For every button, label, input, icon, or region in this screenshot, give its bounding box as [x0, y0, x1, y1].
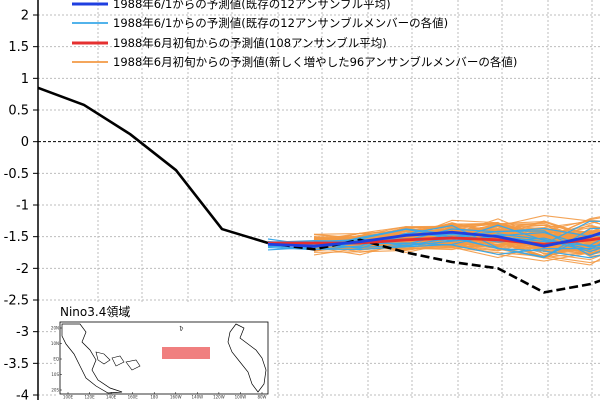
inset-lat-label: EQ: [53, 357, 59, 362]
y-tick-label: -2.5: [4, 294, 29, 309]
nino34-region-box: [162, 347, 210, 359]
y-tick-label: -1.5: [4, 230, 29, 245]
inset-land-islands: [95, 351, 141, 371]
inset-land-hawaii: [179, 325, 184, 332]
inset-lat-label: 20N: [51, 326, 59, 331]
nino34-inset-map: Nino3.4領域 20N 10N EQ 10S 20S 100E 120E 140E 160E 1…: [51, 303, 274, 400]
observed-line-forecast: [267, 238, 600, 294]
y-tick-label: -2: [16, 262, 29, 277]
y-tick-label: -3: [16, 325, 29, 340]
inset-land-asia: [61, 323, 123, 394]
inset-lat-label: 10S: [51, 372, 59, 377]
mean108-line: [268, 236, 600, 246]
inset-lat-label: 10N: [51, 341, 59, 346]
legend-label-mean12: 1988年6/1からの予測値(既存の12アンサンブル平均): [113, 0, 391, 11]
inset-lon-label: 160E: [128, 395, 139, 400]
y-tick-label: 0: [21, 135, 29, 150]
member12-line: [267, 227, 600, 243]
legend-label-members12: 1988年6/1からの予測値(既存の12アンサンブルメンバーの各値): [113, 16, 448, 30]
legend: 1988年6/1からの予測値(既存の12アンサンブル平均) 1988年6/1からの…: [72, 0, 517, 69]
member96-line: [313, 225, 600, 245]
y-tick-label: 0.5: [8, 104, 29, 119]
inset-lon-label: 100E: [63, 395, 74, 400]
y-tick-label: 2: [21, 9, 29, 24]
series-members96: [313, 215, 600, 266]
inset-title: Nino3.4領域: [60, 304, 130, 319]
observed-line: [37, 86, 269, 245]
y-tick-label: -4: [16, 389, 29, 400]
y-tick-label: -1: [16, 199, 29, 214]
y-tick-label: 1.5: [8, 40, 29, 55]
inset-lon-label: 180: [150, 395, 158, 400]
legend-label-mean108: 1988年6月初旬からの予測値(108アンサンブル平均): [113, 36, 387, 50]
inset-lon-label: 140E: [106, 395, 117, 400]
inset-lon-label: 140W: [192, 395, 204, 400]
inset-lon-label: 100W: [235, 395, 247, 400]
legend-label-members96: 1988年6月初旬からの予測値(新しく増やした96アンサンブルメンバーの各値): [113, 55, 517, 69]
y-tick-label: -0.5: [4, 167, 29, 182]
mean12-line: [267, 230, 600, 248]
inset-lon-label: 120E: [84, 395, 95, 400]
inset-lon-label: 80W: [257, 395, 266, 400]
inset-lon-label: 120W: [213, 395, 225, 400]
main-series: [37, 86, 600, 294]
y-tick-label: 1: [21, 72, 29, 87]
inset-lat-label: 20S: [51, 388, 59, 393]
y-tick-label: -3.5: [4, 357, 29, 372]
y-axis: 2 1.5 1 0.5 0 -0.5 -1 -1.5 -2 -2.5 -3 -3.5 -4: [4, 0, 39, 400]
inset-land-americas: [227, 323, 267, 393]
grid-lines: [38, 0, 600, 400]
inset-lon-label: 160W: [170, 395, 182, 400]
